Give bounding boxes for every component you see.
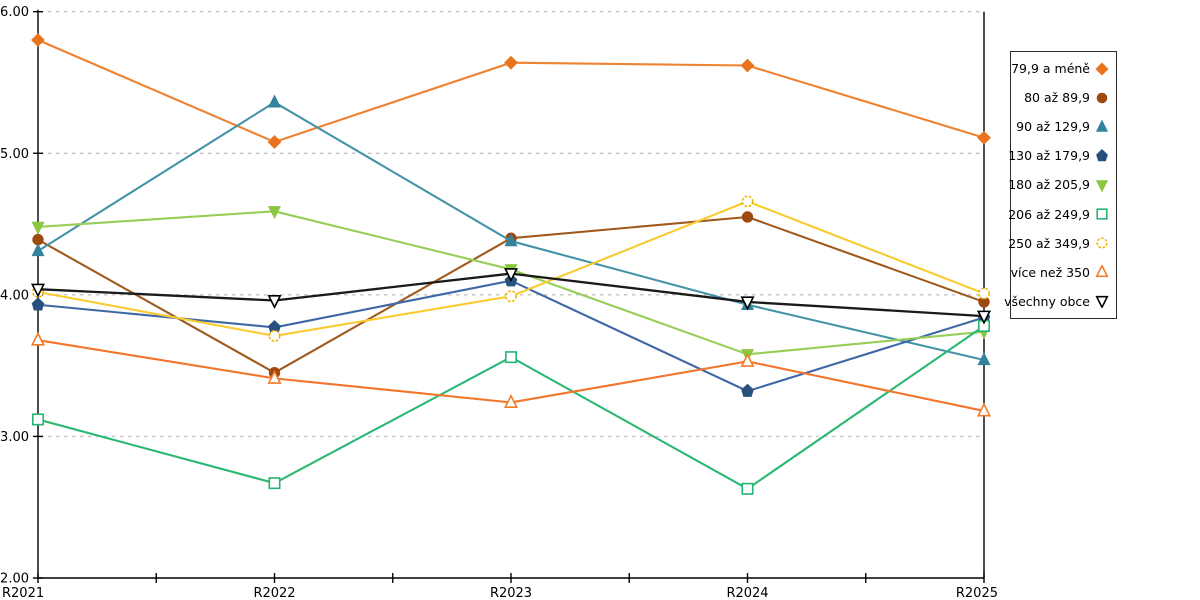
diamond-icon [1095,62,1109,76]
x-tick-label: R2023 [490,586,532,600]
series-marker [741,195,754,208]
legend-marker-icon [1095,265,1109,278]
legend-marker-icon [1096,148,1108,162]
series-marker [504,233,518,247]
series-marker [504,351,517,364]
legend-marker-icon [1095,119,1109,132]
triangle-down-icon [1095,296,1109,309]
x-tick-label: R2021 [2,586,44,600]
series-marker [740,352,755,367]
legend-item-label: všechny obce [1004,293,1090,309]
series-marker [268,477,281,490]
legend-item: 180 až 205,9 [1008,171,1116,199]
series-marker [268,329,281,342]
y-tick-label: 5.00 [0,147,29,162]
square-icon [1096,208,1108,220]
series-marker [267,206,282,220]
series-marker [977,287,990,300]
series-marker [977,130,991,145]
legend-marker-icon [1095,296,1109,309]
series-marker [267,369,282,384]
legend: 79,9 a méně 80 až 89,9 90 až 129,9 130 až 1… [1004,51,1117,319]
series-marker [31,331,45,346]
legend-marker-icon [1095,62,1109,76]
legend-item-label: více než 350 [1010,264,1090,280]
legend-marker-icon [1096,92,1108,103]
legend-item: 90 až 129,9 [1011,113,1116,141]
legend-item: více než 350 [1011,258,1116,286]
y-tick-label: 2.00 [0,572,29,587]
x-tick-label: R2024 [726,586,768,600]
legend-item: 206 až 249,9 [1008,200,1116,228]
series-marker [31,413,44,426]
legend-item: 130 až 179,9 [1008,142,1116,170]
series-marker [31,221,45,235]
circle-dashed-icon [1096,237,1108,249]
series-marker [504,268,518,283]
series-line [37,101,985,361]
legend-item-label: 80 až 89,9 [1024,90,1090,106]
legend-item-label: 130 až 179,9 [1008,148,1090,164]
y-tick-label: 6.00 [0,5,29,20]
series-marker [740,58,755,73]
legend-item-label: 250 až 349,9 [1008,235,1090,251]
series-marker [977,310,991,325]
series-marker [31,33,45,47]
series-marker [740,296,755,311]
series-marker [741,211,754,223]
legend-item-label: 180 až 205,9 [1008,177,1090,193]
legend-item: 80 až 89,9 [1011,84,1116,112]
series-marker [31,297,45,311]
series-marker [504,393,518,408]
series-marker [267,295,282,310]
series-marker [267,135,282,149]
series-marker [741,482,754,495]
series-marker [504,55,518,70]
legend-marker-icon [1095,180,1109,192]
pentagon-icon [1096,148,1108,162]
circle-icon [1096,92,1108,103]
triangle-up-icon [1095,119,1109,132]
series-line [37,39,985,143]
legend-item-label: 206 až 249,9 [1008,206,1090,222]
series-marker [267,94,282,108]
series-marker [31,283,45,298]
legend-marker-icon [1096,237,1108,249]
legend-item-label: 90 až 129,9 [1016,119,1090,135]
series-marker [977,352,991,366]
x-tick-label: R2022 [253,586,295,600]
x-tick-label: R2025 [956,586,998,600]
legend-item: 250 až 349,9 [1008,229,1116,257]
triangle-down-icon [1095,180,1109,192]
series-marker [504,290,517,303]
legend-item-label: 79,9 a méně [1011,61,1090,77]
legend-item: všechny obce [1004,287,1116,315]
y-tick-label: 3.00 [0,430,29,445]
series-marker [741,383,754,397]
triangle-up-icon [1095,265,1109,278]
series-marker [31,243,45,257]
y-tick-label: 4.00 [0,288,29,303]
legend-marker-icon [1096,208,1108,220]
series-marker [977,402,991,417]
legend-item: 79,9 a méně [1011,55,1116,83]
